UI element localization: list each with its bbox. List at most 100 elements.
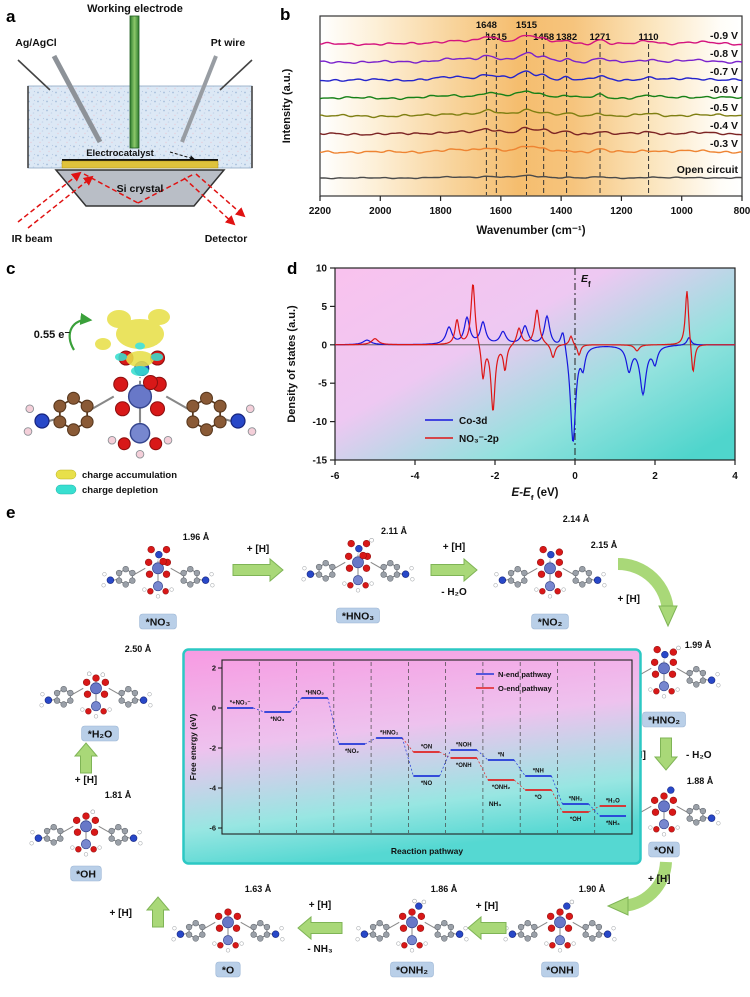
molecule-H2O (39, 671, 153, 719)
charge-accumulation-blob (95, 338, 111, 350)
cobalt-atom (658, 681, 670, 692)
ag-agcl-electrode (51, 54, 103, 144)
oxygen-atom (73, 828, 82, 836)
hydrogen-atom (612, 937, 617, 942)
fermi-level-label: Ef (581, 273, 591, 289)
hydrogen-atom (210, 583, 215, 588)
carbon-atom (186, 399, 200, 413)
carbon-atom (585, 569, 593, 577)
molecule-ONH2 (355, 898, 469, 953)
carbon-atom (521, 569, 528, 577)
hydrogen-atom (534, 587, 539, 592)
nitrogen-atom (401, 570, 410, 578)
hydrogen-atom (247, 427, 257, 436)
hydrogen-atom (302, 566, 307, 571)
carbon-atom (524, 920, 531, 927)
ftir-plot-area (319, 15, 743, 197)
hydrogen-atom (409, 948, 415, 953)
carbon-atom (185, 923, 193, 931)
hydrogen-atom (571, 941, 576, 946)
adsorbate-atom-O (92, 674, 100, 682)
carbon-atom (693, 804, 700, 811)
reaction-arrow (232, 557, 284, 583)
bond-distance-ONH: 1.90 Å (579, 884, 606, 894)
hydrogen-atom (245, 404, 255, 414)
hydrogen-atom (101, 583, 106, 588)
ftir-y-axis-label: Intensity (a.u.) (281, 68, 293, 143)
inset-x-axis-label: Reaction pathway (391, 846, 464, 856)
carbon-atom (447, 931, 455, 938)
carbon-atom (380, 563, 387, 571)
molecule-label-pill-HNO3 (336, 607, 380, 624)
y-tick-label: 0 (212, 704, 216, 713)
nitrogen-atom (508, 930, 517, 938)
carbon-atom (200, 423, 213, 437)
oxygen-atom (651, 670, 660, 678)
reaction-step-label: + [H] (110, 908, 133, 919)
carbon-atom (531, 931, 538, 938)
carbon-atom (572, 577, 579, 584)
nitrogen-atom (603, 930, 612, 938)
electron-transfer-label: 0.55 e⁻ (34, 329, 71, 341)
carbon-atom (122, 581, 129, 588)
carbon-atom (699, 815, 707, 822)
oxygen-atom (90, 828, 99, 836)
molecule-label-pill-HNO2 (642, 711, 686, 728)
x-tick-label: 1000 (671, 206, 694, 217)
hydrogen-atom (70, 845, 75, 850)
hydrogen-atom (396, 941, 401, 946)
hydrogen-atom (102, 572, 107, 577)
carbon-atom (115, 824, 122, 831)
hydrogen-atom (715, 672, 720, 677)
hydrogen-atom (493, 583, 498, 588)
adsorbate-atom-O (142, 374, 159, 391)
x-tick-label: -4 (411, 471, 420, 482)
cobalt-atom (406, 916, 418, 929)
molecule-label-H2O: *H₂O (88, 729, 113, 741)
oxygen-atom (362, 582, 369, 589)
bond (572, 921, 585, 930)
bond-distance-OH: 1.81 Å (105, 790, 132, 800)
y-tick-label: -15 (313, 456, 328, 467)
bond-distance-H2O: 2.50 Å (125, 644, 152, 654)
oxygen-atom (144, 558, 153, 567)
cobalt-atom (90, 701, 102, 712)
hydrogen-atom (80, 707, 85, 712)
electron-transfer-arrow (68, 312, 93, 351)
oxygen-atom (215, 924, 224, 932)
carbon-atom (67, 423, 80, 437)
dos-curve-NO₃⁻-2p (335, 284, 735, 411)
hydrogen-atom (163, 435, 173, 445)
stage-label-n-end: *NH (533, 769, 544, 775)
oxygen-atom (669, 658, 678, 667)
stage-label-o-end: *H₂O (606, 799, 620, 805)
reaction-step-label: + [H] (618, 594, 641, 605)
carbon-atom (43, 827, 51, 835)
series-label: -0.9 V (710, 30, 738, 42)
carbon-atom (213, 399, 227, 413)
carbon-atom (589, 920, 596, 927)
nitrogen-atom (106, 576, 115, 584)
stage-label-o-end: *ONH₂ (492, 785, 511, 791)
oxygen-atom (536, 558, 545, 567)
carbon-atom (192, 935, 199, 942)
oxygen-atom (233, 912, 242, 921)
nitrogen-atom (129, 834, 138, 842)
hydrogen-atom (142, 587, 147, 592)
oxygen-atom (85, 708, 92, 715)
series-label: -0.5 V (710, 102, 738, 114)
working-electrode-label: Working electrode (87, 3, 183, 15)
stage-label-o-end: *ONH (456, 763, 472, 769)
molecule-label-pill-O (215, 961, 241, 978)
y-tick-label: 10 (316, 264, 328, 275)
oxygen-atom (362, 564, 371, 572)
bond-distance-HNO3: 2.11 Å (381, 526, 408, 536)
adsorbate-atom-H (369, 537, 374, 543)
y-tick-label: -6 (209, 824, 216, 833)
bond-distance-NO2: 2.14 Å (563, 514, 590, 524)
hydrogen-atom (648, 825, 653, 830)
bond-distance-2-NO2: 2.15 Å (591, 540, 618, 550)
hydrogen-atom (107, 707, 112, 712)
reaction-step-label: - H₂O (686, 750, 712, 761)
hydrogen-atom (409, 566, 414, 571)
